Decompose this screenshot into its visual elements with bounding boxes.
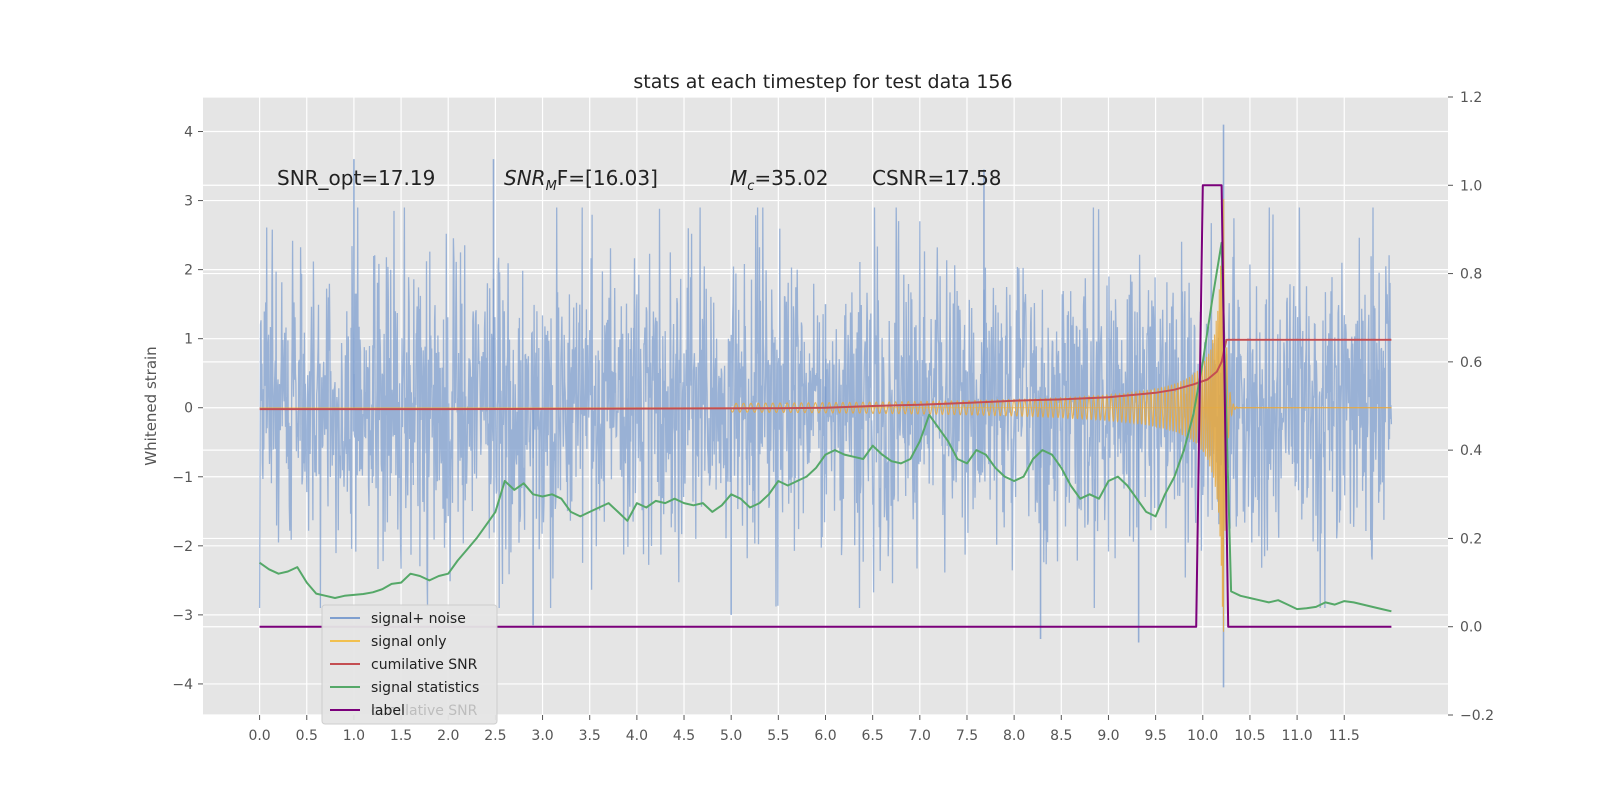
annotation-snr-mf-rest: F=[16.03] (557, 166, 658, 190)
annotation-snr-mf-base: SNR (504, 166, 546, 190)
legend-box (321, 604, 498, 725)
x-tick-label: 7.5 (956, 728, 978, 744)
y-tick-label: 1 (184, 332, 193, 348)
x-tick-label: 11.5 (1329, 728, 1360, 744)
legend-label-signal: signal only (371, 634, 446, 650)
legend-label-stats: signal statistics (371, 680, 479, 696)
y2-tick-label: 0.6 (1460, 355, 1482, 371)
x-tick-label: 4.5 (673, 728, 695, 744)
x-tick-label: 8.0 (1003, 728, 1025, 744)
y-tick-label: 3 (184, 194, 193, 210)
annotation-mc: Mc=35.02 (730, 166, 828, 194)
x-tick-label: 11.0 (1282, 728, 1313, 744)
y2-tick-label: 0.2 (1460, 531, 1482, 547)
x-tick-label: 8.5 (1050, 728, 1072, 744)
annotation-snr-opt: SNR_opt=17.19 (277, 166, 435, 190)
x-tick-label: 4.0 (626, 728, 648, 744)
legend-label-noise: signal+ noise (371, 611, 466, 627)
x-tick-label: 10.5 (1234, 728, 1265, 744)
y-tick-label: 4 (184, 125, 193, 141)
legend: signal+ noise signal only cumilative SNR… (321, 604, 498, 725)
y2-tick-label: 0.0 (1460, 620, 1482, 636)
y-tick-label: 0 (184, 401, 193, 417)
legend-label-csnr: cumilative SNR (371, 657, 478, 673)
annotation-mc-base: M (730, 166, 747, 190)
x-tick-label: 0.5 (296, 728, 318, 744)
chart-title: stats at each timestep for test data 156 (633, 71, 1012, 93)
x-tick-label: 3.5 (579, 728, 601, 744)
x-tick-label: 0.0 (248, 728, 270, 744)
x-tick-label: 3.0 (531, 728, 553, 744)
y-tick-label: −3 (172, 608, 193, 624)
y2-tick-label: 0.8 (1460, 267, 1482, 283)
legend-label-label: label (371, 703, 405, 719)
y-tick-label: 2 (184, 263, 193, 279)
x-tick-label: 9.5 (1144, 728, 1166, 744)
x-tick-label: 1.5 (390, 728, 412, 744)
y2-tick-label: 0.4 (1460, 443, 1482, 459)
y-tick-label: −2 (172, 539, 193, 555)
y-axis-label: Whitened strain (142, 346, 160, 465)
y2-tick-label: 1.0 (1460, 178, 1482, 194)
x-tick-label: 2.0 (437, 728, 459, 744)
plot-area (258, 124, 1393, 688)
x-tick-label: 10.0 (1187, 728, 1218, 744)
x-tick-label: 9.0 (1097, 728, 1119, 744)
annotation-snr-mf-sub: M (546, 179, 557, 194)
noise-trace (258, 207, 1393, 609)
ticks: 0.0 0.5 1.0 1.5 2.0 2.5 3.0 3.5 4.0 4.5 5.0 5.5 6.0 6… (172, 90, 1494, 744)
x-tick-label: 2.5 (484, 728, 506, 744)
annotation-mc-rest: =35.02 (754, 166, 828, 190)
x-tick-label: 7.0 (909, 728, 931, 744)
y2-tick-label: 1.2 (1460, 90, 1482, 106)
x-tick-label: 6.5 (862, 728, 884, 744)
x-tick-label: 6.0 (814, 728, 836, 744)
series-line-csnr (259, 338, 1392, 411)
annotation-csnr: CSNR=17.58 (872, 166, 1002, 190)
y-tick-label: −1 (172, 470, 193, 486)
annotation-mc-sub: c (747, 179, 754, 194)
annotations: SNR_opt=17.19 SNRMF=[16.03] Mc=35.02 CSN… (277, 166, 1002, 194)
series-lines (259, 184, 1392, 628)
x-tick-label: 1.0 (343, 728, 365, 744)
y-tick-label: −4 (172, 677, 193, 693)
x-tick-label: 5.0 (720, 728, 742, 744)
series-line-label (259, 184, 1392, 628)
series-line-stats (259, 241, 1392, 613)
y2-tick-label: −0.2 (1460, 708, 1494, 724)
legend-ghost-text: cumilative SNR (371, 703, 478, 719)
annotation-snr-mf: SNRMF=[16.03] (504, 166, 658, 194)
x-tick-label: 5.5 (767, 728, 789, 744)
